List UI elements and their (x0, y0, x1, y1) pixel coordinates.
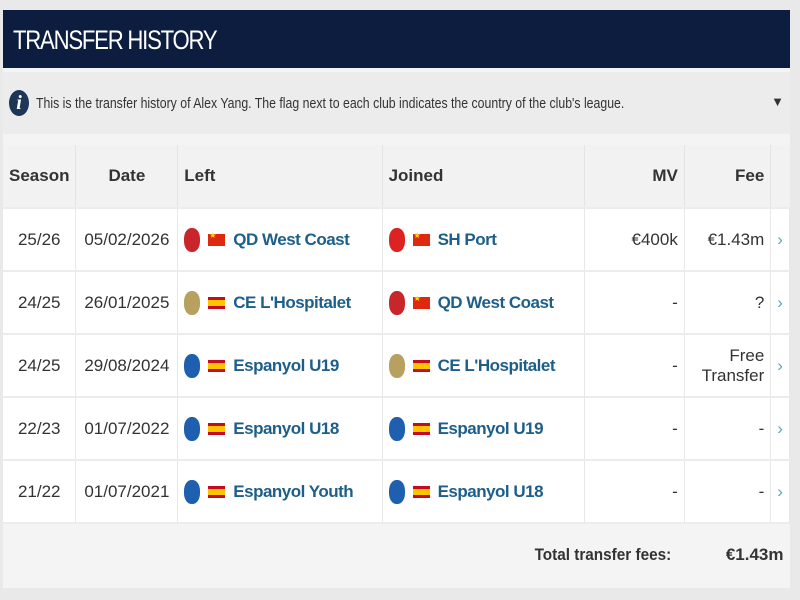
transfer-history-panel: TRANSFER HISTORY i This is the transfer … (3, 10, 790, 588)
table-row: 22/23 01/07/2022 Espanyol U18 Espanyol U… (3, 396, 790, 460)
col-fee: Fee (684, 145, 772, 208)
club-crest-icon[interactable] (184, 353, 201, 378)
col-left: Left (177, 145, 383, 208)
joined-club-cell: Espanyol U18 (382, 459, 585, 523)
season: 25/26 (3, 207, 77, 271)
left-club-link[interactable]: Espanyol U19 (233, 355, 339, 375)
date: 29/08/2024 (75, 333, 179, 397)
joined-club-cell: Espanyol U19 (382, 396, 585, 460)
table-row: 21/22 01/07/2021 Espanyol Youth Espanyol… (3, 459, 790, 523)
table-row: 25/26 05/02/2026 QD West Coast SH Port €… (3, 207, 790, 271)
joined-club-link[interactable]: Espanyol U18 (437, 481, 544, 501)
chevron-right-icon[interactable]: › (770, 207, 790, 271)
joined-club-cell: QD West Coast (382, 270, 585, 334)
season: 24/25 (3, 270, 77, 334)
market-value: - (584, 270, 685, 334)
info-icon: i (9, 90, 29, 116)
club-crest-icon[interactable] (388, 353, 405, 378)
total-value: €1.43m (684, 522, 790, 586)
transfer-table: Season Date Left Joined MV Fee 25/26 05/… (3, 145, 790, 586)
club-crest-icon[interactable] (388, 479, 405, 504)
col-arrow (770, 145, 790, 208)
flag-icon (208, 231, 226, 246)
flag-icon (412, 231, 430, 246)
flag-icon (412, 422, 430, 435)
chevron-right-icon[interactable]: › (770, 270, 790, 334)
joined-club-cell: SH Port (382, 207, 585, 271)
chevron-right-icon[interactable]: › (770, 333, 790, 397)
date: 01/07/2021 (75, 459, 179, 523)
section-title: TRANSFER HISTORY (3, 10, 790, 68)
left-club-cell: Espanyol Youth (177, 459, 383, 523)
total-label: Total transfer fees: (3, 522, 685, 586)
flag-icon (208, 296, 226, 309)
joined-club-link[interactable]: SH Port (437, 229, 497, 249)
flag-icon (412, 294, 430, 309)
info-text: This is the transfer history of Alex Yan… (36, 94, 625, 112)
club-crest-icon[interactable] (388, 416, 405, 441)
fee: - (684, 459, 772, 523)
left-club-link[interactable]: CE L'Hospitalet (233, 292, 351, 312)
club-crest-icon[interactable] (184, 290, 201, 315)
club-crest-icon[interactable] (184, 479, 201, 504)
table-row: 24/25 29/08/2024 Espanyol U19 CE L'Hospi… (3, 333, 790, 397)
flag-icon (208, 485, 226, 498)
joined-club-link[interactable]: CE L'Hospitalet (437, 355, 556, 375)
left-club-cell: Espanyol U19 (177, 333, 383, 397)
chevron-right-icon[interactable]: › (770, 459, 790, 523)
season: 22/23 (3, 396, 77, 460)
date: 26/01/2025 (75, 270, 179, 334)
date: 05/02/2026 (75, 207, 179, 271)
flag-icon (412, 359, 430, 372)
fee: €1.43m (684, 207, 772, 271)
left-club-cell: Espanyol U18 (177, 396, 383, 460)
club-crest-icon[interactable] (388, 290, 405, 315)
info-bar[interactable]: i This is the transfer history of Alex Y… (3, 72, 790, 134)
left-club-link[interactable]: Espanyol U18 (233, 418, 339, 438)
joined-club-cell: CE L'Hospitalet (382, 333, 585, 397)
season: 21/22 (3, 459, 77, 523)
col-joined: Joined (382, 145, 585, 208)
market-value: - (584, 396, 685, 460)
flag-icon (208, 359, 226, 372)
col-mv: MV (584, 145, 685, 208)
fee: - (684, 396, 772, 460)
left-club-cell: QD West Coast (177, 207, 383, 271)
date: 01/07/2022 (75, 396, 179, 460)
title-text: TRANSFER HISTORY (13, 25, 218, 55)
col-season: Season (3, 145, 77, 208)
market-value: €400k (584, 207, 685, 271)
table-row: 24/25 26/01/2025 CE L'Hospitalet QD West… (3, 270, 790, 334)
club-crest-icon[interactable] (184, 416, 201, 441)
joined-club-link[interactable]: Espanyol U19 (437, 418, 544, 438)
chevron-right-icon[interactable]: › (770, 396, 790, 460)
season: 24/25 (3, 333, 77, 397)
fee: ? (684, 270, 772, 334)
club-crest-icon[interactable] (184, 227, 201, 252)
fee: Free Transfer (684, 333, 772, 397)
left-club-link[interactable]: QD West Coast (233, 229, 350, 249)
total-row: Total transfer fees: €1.43m (3, 522, 790, 586)
flag-icon (208, 422, 226, 435)
flag-icon (412, 485, 430, 498)
market-value: - (584, 459, 685, 523)
col-date: Date (75, 145, 179, 208)
caret-down-icon[interactable]: ▼ (771, 94, 784, 109)
table-header: Season Date Left Joined MV Fee (3, 145, 790, 208)
market-value: - (584, 333, 685, 397)
club-crest-icon[interactable] (388, 227, 405, 252)
left-club-cell: CE L'Hospitalet (177, 270, 383, 334)
left-club-link[interactable]: Espanyol Youth (233, 481, 354, 501)
joined-club-link[interactable]: QD West Coast (437, 292, 555, 312)
